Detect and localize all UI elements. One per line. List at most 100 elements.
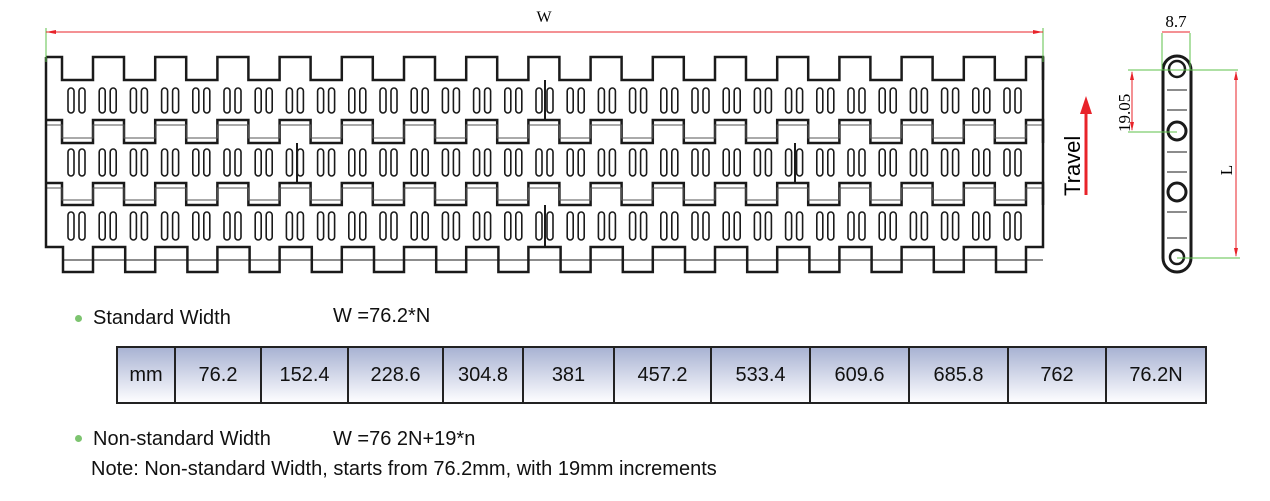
slot: [795, 87, 804, 114]
slot: [78, 148, 86, 177]
slot: [140, 211, 149, 241]
belt-drawing: W Travel 8.7 19.05 L: [44, 9, 1240, 274]
slot: [691, 211, 699, 241]
slot: [878, 87, 887, 114]
slot: [265, 148, 274, 177]
slot: [577, 148, 586, 177]
slot: [78, 87, 86, 114]
slot: [254, 211, 262, 241]
slot: [639, 87, 648, 114]
slot: [483, 148, 492, 177]
slot: [109, 148, 117, 177]
slot: [410, 211, 419, 241]
slot: [327, 87, 336, 114]
slot: [733, 87, 742, 114]
slot: [316, 211, 325, 241]
slot: [764, 87, 773, 114]
slot: [909, 87, 918, 114]
belt-hinge-inner: [46, 187, 1044, 201]
slot: [441, 211, 450, 241]
slot: [535, 148, 543, 177]
width-cell: 76.2N: [1105, 346, 1207, 404]
side-view: 8.7 19.05 L: [1115, 12, 1240, 274]
width-cell: 228.6: [347, 346, 444, 404]
slot: [452, 148, 461, 177]
slot: [472, 148, 481, 177]
slot: [940, 211, 949, 241]
slot: [441, 148, 450, 177]
slot: [639, 148, 648, 177]
slot: [483, 211, 492, 241]
slot: [670, 211, 679, 241]
slot: [702, 148, 710, 177]
slot: [847, 211, 855, 241]
width-cell: 685.8: [908, 346, 1009, 404]
slot: [129, 211, 138, 241]
slot: [971, 211, 980, 241]
slot: [129, 87, 138, 114]
slot: [472, 211, 481, 241]
slot: [265, 87, 274, 114]
slot: [546, 87, 554, 114]
slot: [784, 87, 793, 114]
slot: [826, 211, 835, 241]
slot: [920, 211, 929, 241]
slot: [753, 211, 762, 241]
slot: [98, 211, 106, 241]
slot: [722, 211, 731, 241]
slot: [691, 148, 699, 177]
slot: [160, 87, 169, 114]
slot: [535, 87, 543, 114]
slot: [847, 87, 855, 114]
slot: [296, 87, 305, 114]
slot: [78, 211, 86, 241]
slot: [982, 211, 991, 241]
slot: [982, 148, 991, 177]
slot: [971, 87, 980, 114]
slot: [920, 148, 929, 177]
slot: [1003, 148, 1011, 177]
slot: [577, 211, 586, 241]
slot: [971, 148, 980, 177]
slot: [67, 148, 75, 177]
slot: [733, 211, 742, 241]
slot: [410, 148, 419, 177]
slot: [358, 211, 367, 241]
slot: [379, 87, 387, 114]
standard-width-label: Standard Width: [93, 307, 231, 329]
bullet-icon: [75, 435, 82, 442]
slot: [1003, 211, 1011, 241]
width-label: W: [536, 9, 552, 26]
slot: [909, 148, 918, 177]
slot: [784, 211, 793, 241]
slot: [702, 87, 710, 114]
width-cell: 762: [1007, 346, 1107, 404]
slot: [753, 148, 762, 177]
slot: [503, 87, 512, 114]
slot: [784, 148, 793, 177]
slot: [858, 148, 866, 177]
slot: [316, 148, 325, 177]
slot: [223, 211, 231, 241]
width-cell: 609.6: [809, 346, 910, 404]
slot: [815, 148, 824, 177]
slot: [951, 87, 960, 114]
width-cell: 533.4: [710, 346, 811, 404]
slot: [171, 211, 180, 241]
slot: [1003, 87, 1011, 114]
slot: [379, 211, 387, 241]
slot: [109, 211, 117, 241]
slot: [347, 211, 356, 241]
belt-hinge: [46, 118, 1045, 145]
slot: [452, 211, 461, 241]
slot: [597, 148, 606, 177]
slot: [566, 211, 575, 241]
slot: [722, 87, 731, 114]
width-dimension: W: [45, 9, 1044, 62]
slot: [441, 87, 450, 114]
slot: [951, 148, 960, 177]
travel-label: Travel: [1060, 136, 1085, 196]
slot: [347, 148, 356, 177]
slot: [733, 148, 742, 177]
slot: [98, 87, 106, 114]
